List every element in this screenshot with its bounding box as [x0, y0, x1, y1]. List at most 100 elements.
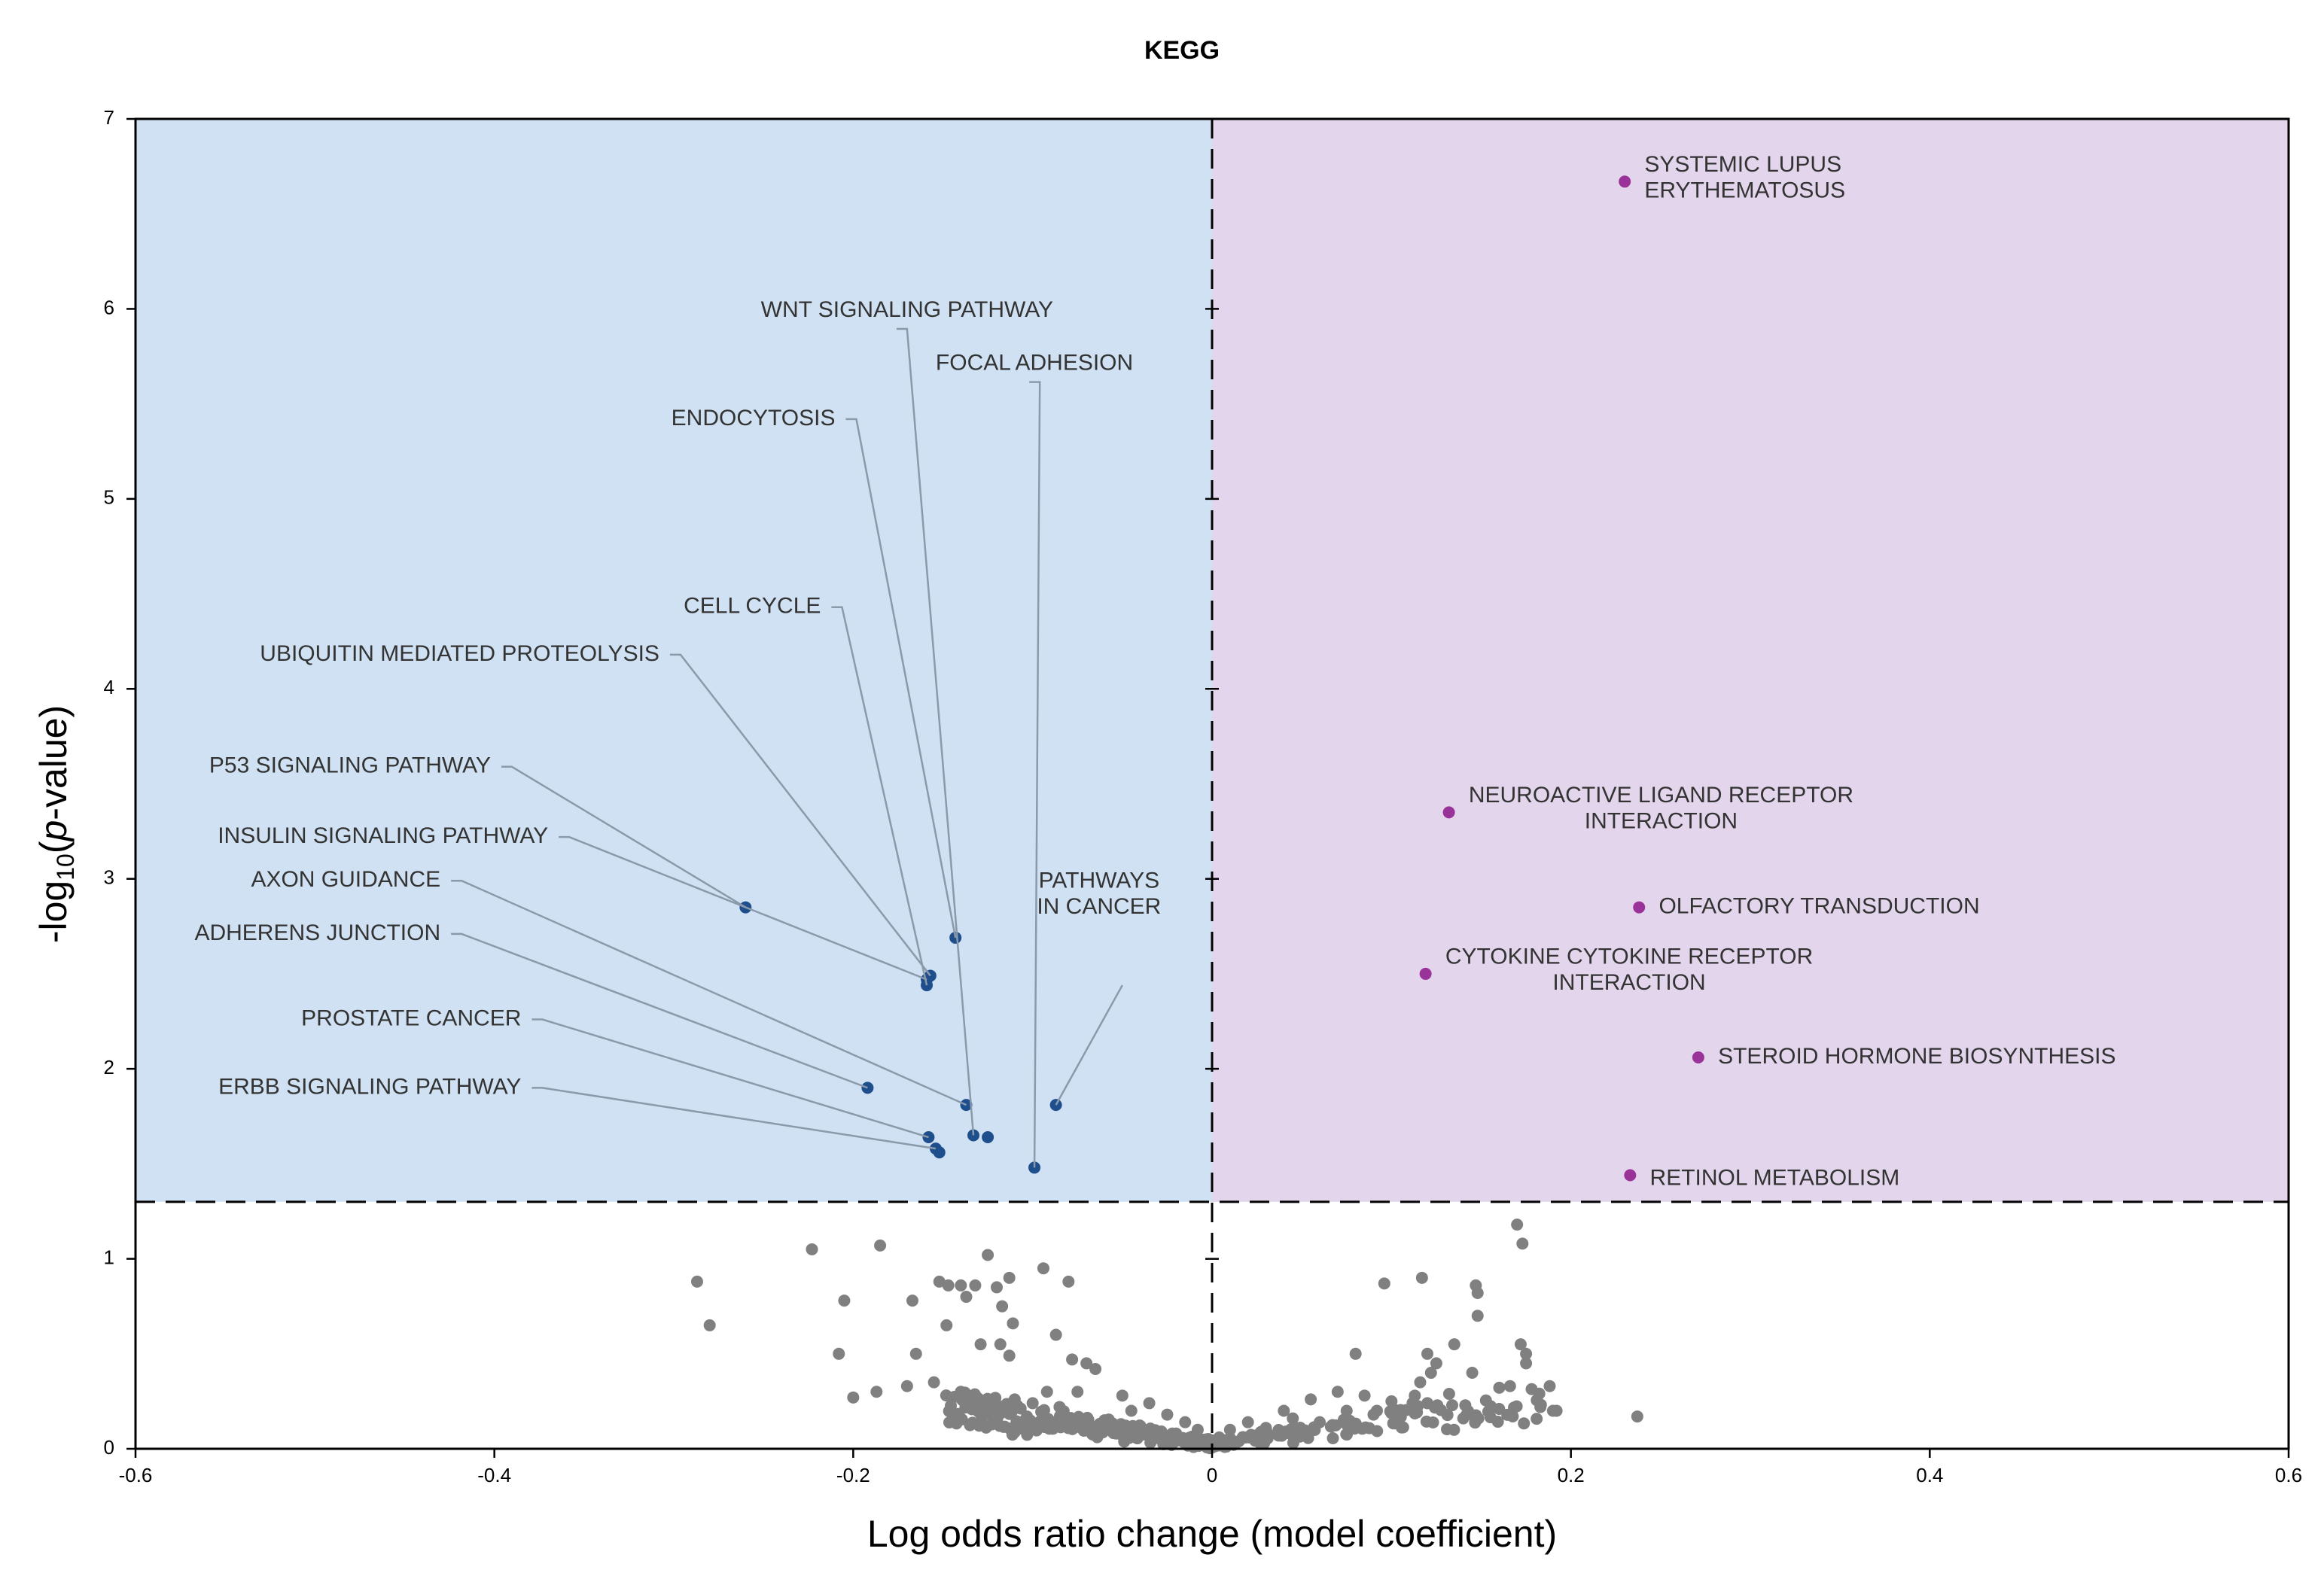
nonsignificant-point [1144, 1436, 1157, 1449]
nonsignificant-point [942, 1279, 955, 1291]
label-prostate-cancer: PROSTATE CANCER [301, 1005, 521, 1030]
label-focal-adhesion: FOCAL ADHESION [936, 351, 1133, 376]
chart-axes: 0 1 2 3 4 5 6 7 -0.6 -0.4 -0.2 0 0.2 0.4 0.6 [104, 106, 2303, 1486]
nonsignificant-point [1511, 1218, 1524, 1231]
nonsignificant-point [1472, 1412, 1485, 1425]
label-endocytosis: ENDOCYTOSIS [672, 406, 836, 430]
label-line: SYSTEMIC LUPUS [1644, 152, 1841, 177]
nonsignificant-point [1161, 1408, 1174, 1421]
nonsignificant-point [960, 1291, 973, 1304]
nonsignificant-point [806, 1243, 818, 1255]
x-tick-label: 0 [1207, 1464, 1217, 1486]
leader-adherens-junction [451, 932, 868, 1089]
nonsignificant-point [870, 1386, 883, 1398]
label-line: ERYTHEMATOSUS [1644, 178, 1845, 202]
leader-ubiquitin-mediated-proteolysis [669, 653, 931, 977]
nonsignificant-point [1116, 1389, 1128, 1402]
y-axis-title-open: ( [32, 841, 75, 853]
threshold-guides [136, 119, 2289, 1449]
nonsignificant-point [1421, 1347, 1433, 1360]
pathway-labels: WNT SIGNALING PATHWAY FOCAL ADHESION ENDOC… [194, 152, 2115, 1191]
nonsignificant-point [1445, 1399, 1458, 1412]
nonsignificant-point [1448, 1338, 1460, 1351]
nonsignificant-point [690, 1275, 703, 1288]
label-cell-cycle: CELL CYCLE [684, 594, 821, 619]
nonsignificant-point [1389, 1414, 1402, 1427]
y-axis-title: -log10(p-value) [32, 705, 79, 943]
label-line: INTERACTION [1552, 970, 1705, 995]
nonsignificant-point [1004, 1406, 1016, 1419]
label-adherens-junction: ADHERENS JUNCTION [194, 920, 440, 945]
nonsignificant-point [1102, 1413, 1115, 1426]
y-tick-label: 2 [104, 1056, 114, 1078]
nonsignificant-point [1049, 1328, 1062, 1341]
label-line: IN CANCER [1037, 894, 1161, 919]
nonsignificant-point [1331, 1386, 1344, 1398]
nonsignificant-point [1179, 1416, 1192, 1428]
nonsignificant-point [991, 1281, 1003, 1294]
nonsignificant-point [1125, 1404, 1138, 1417]
nonsignificant-point [1510, 1400, 1523, 1413]
leader-focal-adhesion [1029, 381, 1041, 1168]
label-wnt-signaling-pathway: WNT SIGNALING PATHWAY [761, 297, 1053, 322]
point-neuroactive-ligand-receptor-interaction [1442, 806, 1455, 819]
x-tick-label: 0.2 [1558, 1464, 1585, 1486]
nonsignificant-point [1057, 1404, 1070, 1417]
x-tick-label: -0.4 [477, 1464, 511, 1486]
label-line: PATHWAYS [1039, 868, 1160, 893]
nonsignificant-point [1370, 1404, 1383, 1417]
point-cytokine-cytokine-receptor-interaction [1419, 967, 1432, 980]
nonsignificant-point [847, 1391, 860, 1404]
y-tick-label: 4 [104, 676, 114, 698]
nonsignificant-point [833, 1347, 845, 1360]
leader-cell-cycle [831, 606, 928, 986]
nonsignificant-point [982, 1249, 994, 1261]
y-axis-title-subscript: 10 [52, 853, 79, 881]
nonsignificant-point [1117, 1426, 1130, 1439]
y-axis-title-suffix: -value) [32, 705, 75, 820]
nonsignificant-point [1107, 1427, 1119, 1440]
nonsignificant-point [969, 1279, 982, 1291]
nonsignificant-point [1349, 1347, 1362, 1360]
nonsignificant-point [1531, 1413, 1543, 1425]
nonsignificant-point [838, 1295, 851, 1307]
y-axis-title-prefix: -log [32, 881, 75, 943]
point-systemic-lupus-erythematosus [1619, 175, 1631, 188]
leader-axon-guidance [451, 879, 967, 1106]
y-tick-label: 6 [104, 296, 114, 318]
nonsignificant-point [1501, 1408, 1514, 1421]
y-tick-label: 3 [104, 866, 114, 889]
point-olfactory-transduction [1633, 901, 1646, 914]
leader-pathways-in-cancer [1055, 984, 1123, 1106]
nonsignificant-point [1412, 1400, 1424, 1413]
nonsignificant-point [994, 1338, 1007, 1351]
nonsignificant-point [906, 1295, 918, 1307]
nonsignificant-point [1096, 1426, 1109, 1439]
nonsignificant-point [1021, 1428, 1034, 1441]
nonsignificant-point [1550, 1404, 1563, 1417]
nonsignificant-point [975, 1416, 988, 1429]
nonsignificant-point [1030, 1424, 1043, 1437]
background-regions [136, 119, 2289, 1202]
nonsignificant-point [1223, 1423, 1236, 1436]
x-tick-label: -0.2 [836, 1464, 870, 1486]
nonsignificant-point [900, 1380, 913, 1392]
nonsignificant-point [1037, 1404, 1050, 1416]
nonsignificant-point [1414, 1376, 1427, 1389]
nonsignificant-point [1196, 1435, 1208, 1448]
negative-significant-point [933, 1146, 946, 1159]
nonsignificant-point [1448, 1423, 1460, 1436]
y-tick-label: 1 [104, 1246, 114, 1268]
nonsignificant-point [1037, 1262, 1049, 1275]
nonsignificant-point [1003, 1349, 1016, 1362]
y-axis-title-p: p [32, 820, 75, 843]
nonsignificant-point [703, 1319, 716, 1331]
nonsignificant-point [1003, 1271, 1016, 1284]
leader-wnt-signaling-pathway [896, 327, 975, 1136]
nonsignificant-point [1066, 1353, 1079, 1366]
nonsignificant-point [1004, 1422, 1016, 1435]
nonsignificant-point [1518, 1417, 1531, 1430]
label-systemic-lupus-erythematosus: SYSTEMIC LUPUS ERYTHEMATOSUS [1644, 152, 1845, 203]
nonsignificant-point [1081, 1411, 1094, 1424]
